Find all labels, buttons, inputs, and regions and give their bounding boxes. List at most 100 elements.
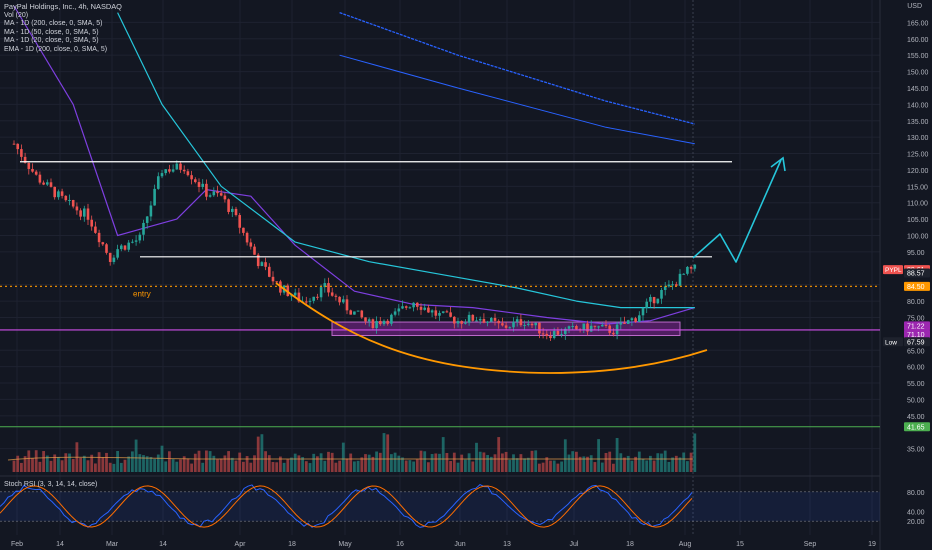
volume-bar — [186, 458, 190, 472]
candle-body — [567, 326, 571, 329]
volume-bar — [293, 453, 297, 472]
candle-body — [38, 174, 42, 183]
candle-body — [612, 332, 615, 335]
volume-bar — [460, 454, 464, 472]
rsi-tick: 40.00 — [907, 509, 925, 516]
candle-body — [486, 321, 489, 323]
candle-body — [275, 281, 278, 283]
rsi-legend[interactable]: Stoch RSI (3, 3, 14, 14, close) — [4, 481, 98, 488]
drawings — [275, 156, 786, 374]
volume-bar — [234, 460, 238, 472]
volume-bar — [678, 457, 682, 472]
volume-bar — [301, 457, 304, 472]
volume-bar — [386, 434, 390, 472]
candle-body — [227, 199, 230, 212]
volume-bar — [68, 453, 71, 472]
candle-body — [327, 283, 330, 293]
candle-body — [604, 324, 608, 326]
candle-body — [475, 320, 478, 322]
volume-bar — [90, 454, 94, 472]
candle-body — [693, 264, 697, 269]
candle-body — [83, 208, 86, 217]
candle-body — [656, 298, 660, 304]
ma50-line — [13, 5, 695, 325]
chart-title[interactable]: PayPal Holdings, Inc., 4h, NASDAQ — [4, 2, 122, 11]
volume-bar — [20, 462, 23, 472]
candle-body — [231, 208, 234, 212]
volume-bar — [482, 452, 486, 472]
volume-bar — [345, 458, 349, 472]
volume-bar — [508, 459, 512, 472]
volume-bar — [134, 439, 138, 472]
price-tick: 75.00 — [907, 315, 925, 322]
volume-bar — [245, 456, 249, 472]
candle-body — [68, 199, 71, 201]
volume-bar — [556, 463, 560, 472]
price-tag-symbol-box — [883, 265, 903, 275]
candle-body — [105, 244, 108, 253]
candle-body — [630, 318, 634, 321]
candle-body — [467, 314, 471, 323]
candle-body — [427, 307, 430, 313]
candle-body — [379, 320, 382, 325]
volume-bar — [382, 433, 386, 472]
price-tick: 155.00 — [907, 53, 929, 60]
volume-bar — [637, 451, 641, 472]
volume-bar — [112, 463, 116, 472]
volume-bar — [475, 442, 478, 472]
candle-body — [371, 319, 375, 329]
candle-body — [449, 312, 452, 317]
candle-body — [353, 311, 356, 315]
volume-bar — [497, 437, 501, 472]
candle-body — [23, 156, 27, 163]
candle-body — [57, 191, 60, 198]
volume-bar — [212, 455, 216, 472]
candle-body — [175, 163, 179, 170]
volume-bar — [230, 457, 234, 472]
volume-bar — [182, 456, 186, 472]
time-tick: 18 — [288, 541, 296, 548]
volume-bar — [608, 451, 612, 472]
candle-body — [290, 295, 293, 297]
price-tick: 145.00 — [907, 86, 929, 93]
legend-ma50[interactable]: MA - 1D (50, close, 0, SMA, 5) — [4, 28, 99, 36]
candle-body — [423, 307, 426, 310]
volume-bar — [145, 456, 149, 472]
volume-bar — [493, 454, 497, 472]
price-axis: 165.00 160.00 155.00 150.00 145.00 140.00 135.… — [907, 20, 929, 453]
candle-body — [660, 289, 663, 299]
time-tick: Mar — [106, 541, 119, 548]
volume-bar — [578, 456, 582, 472]
legend-ma20[interactable]: MA - 1D (20, close, 0, SMA, 5) — [4, 37, 99, 45]
price-tick: 95.00 — [907, 250, 925, 257]
candle-body — [338, 296, 341, 303]
volume-bar — [367, 454, 371, 472]
legend-vol[interactable]: Vol (20) — [4, 11, 29, 19]
volume-bar — [693, 433, 697, 472]
volume-bar — [667, 461, 671, 472]
projection-arrow — [770, 156, 786, 172]
candle-body — [689, 266, 693, 269]
candle-body — [242, 227, 245, 233]
time-tick: 14 — [159, 541, 167, 548]
volume-bar — [471, 461, 475, 472]
legend-ma200[interactable]: MA - 1D (200, close, 0, SMA, 5) — [4, 20, 103, 28]
candle-body — [534, 322, 537, 326]
volume-bar — [23, 456, 27, 472]
volume-bar — [341, 442, 345, 472]
volume-bar — [319, 453, 323, 472]
candle-body — [445, 311, 449, 313]
candle-body — [575, 326, 578, 330]
horizontal-levels: entry — [0, 161, 880, 428]
rsi-tick: 20.00 — [907, 519, 925, 526]
candle-body — [390, 314, 393, 324]
volume-bar — [12, 460, 16, 472]
volume-bar — [686, 461, 689, 472]
volume-bar — [397, 455, 401, 472]
candle-body — [308, 300, 312, 302]
candle-body — [556, 330, 560, 335]
volume-bar — [504, 451, 508, 472]
candle-body — [412, 302, 415, 308]
legend-ema200[interactable]: EMA - 1D (200, close, 0, SMA, 5) — [4, 45, 108, 53]
